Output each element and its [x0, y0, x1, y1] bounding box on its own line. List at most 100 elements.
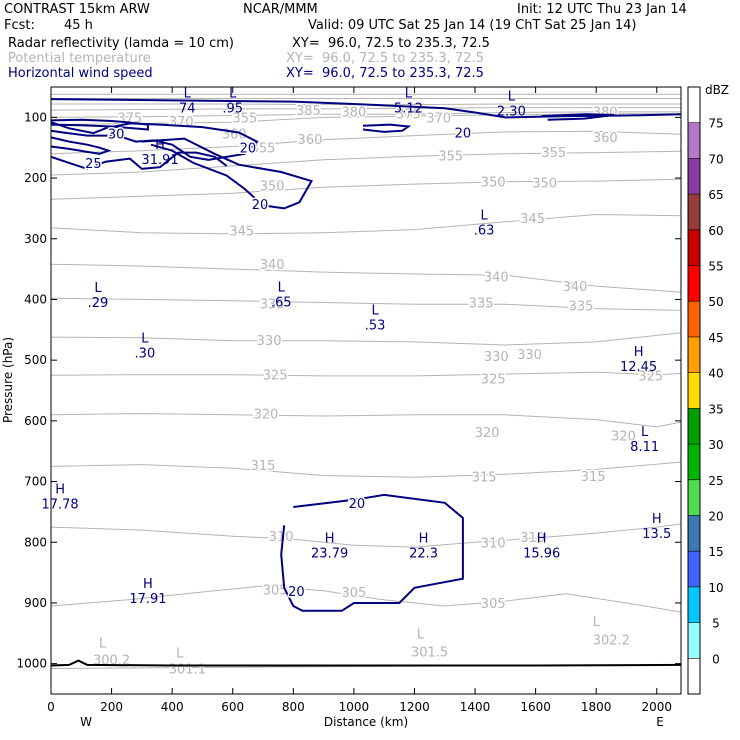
- colorbar-swatch: [688, 122, 700, 159]
- theta-label: 360: [298, 133, 323, 148]
- colorbar-level-label: 15: [708, 545, 723, 559]
- x-tick-label: 2000: [641, 700, 672, 714]
- theta-label: 370: [169, 115, 194, 130]
- field-theta-name: Potential temperature: [8, 51, 151, 66]
- wind-extremum-value: .53: [365, 319, 386, 334]
- theta-label: 310: [269, 530, 294, 545]
- wind-extremum-value: 74: [179, 101, 196, 116]
- theta-label: 345: [229, 224, 254, 239]
- theta-label: 302.2: [593, 633, 630, 648]
- wind-extremum-marker: H: [537, 531, 547, 546]
- theta-extremum-marker: L: [593, 615, 601, 630]
- theta-label: 340: [563, 280, 588, 295]
- colorbar-swatch: [688, 408, 700, 445]
- theta-label: 315: [472, 471, 497, 486]
- theta-contour-360: [50, 130, 682, 155]
- colorbar-level-label: 35: [708, 402, 723, 416]
- wind-contour-20: [280, 493, 464, 612]
- field-wind-xy: XY= 96.0, 72.5 to 235.3, 72.5: [286, 66, 484, 81]
- theta-label: 355: [541, 146, 566, 161]
- colorbar-level-label: 70: [708, 152, 723, 166]
- theta-contour-315: [50, 461, 682, 478]
- theta-label: 350: [532, 176, 557, 191]
- east-endpoint-label: E: [656, 715, 664, 729]
- theta-contour-325: [50, 371, 682, 377]
- theta-label: 325: [481, 372, 506, 387]
- theta-label: 330: [517, 348, 542, 363]
- y-tick-label: 800: [24, 535, 47, 549]
- x-axis-title: Distance (km): [324, 715, 408, 729]
- theta-contour-350: [50, 178, 682, 200]
- x-tick-label: 600: [221, 700, 244, 714]
- wind-extremum-marker: H: [419, 531, 429, 546]
- theta-label: 320: [611, 429, 636, 444]
- colorbar-swatch: [688, 372, 700, 409]
- y-tick-label: 300: [24, 232, 47, 246]
- theta-label: 370: [426, 111, 451, 126]
- theta-label: 305: [263, 584, 288, 599]
- colorbar-swatch: [688, 515, 700, 552]
- theta-label: 350: [481, 176, 506, 191]
- colorbar-unit: dBZ: [705, 83, 729, 97]
- colorbar-level-label: 25: [708, 474, 723, 488]
- theta-contour-355: [50, 150, 682, 176]
- theta-label: 380: [341, 105, 366, 120]
- wind-extremum-marker: L: [405, 86, 413, 101]
- theta-label: 350: [260, 179, 285, 194]
- wind-extremum-marker: L: [508, 89, 516, 104]
- y-tick-label: 500: [24, 353, 47, 367]
- wind-contour-label: 20: [240, 142, 257, 157]
- wind-extremum-marker: L: [481, 208, 489, 223]
- wind-extremum-value: 8.11: [630, 440, 659, 455]
- wind-extremum-value: .30: [135, 347, 156, 362]
- y-tick-label: 900: [24, 596, 47, 610]
- wind-extremum-marker: H: [55, 483, 65, 498]
- wind-extremum-marker: L: [184, 86, 192, 101]
- wind-extremum-value: 17.91: [129, 592, 166, 607]
- theta-label: 310: [481, 536, 506, 551]
- wind-contour-30: [50, 136, 112, 155]
- wind-extremum-value: .29: [88, 296, 109, 311]
- theta-contour-345: [50, 213, 682, 235]
- colorbar-swatch: [688, 265, 700, 302]
- forecast-hour: 45 h: [64, 18, 93, 33]
- y-tick-label: 400: [24, 292, 47, 306]
- theta-label: 375: [396, 108, 421, 123]
- theta-label: 325: [638, 369, 663, 384]
- theta-extremum-marker: L: [176, 647, 184, 662]
- colorbar-swatch: [688, 586, 700, 623]
- wind-contour-20: [50, 121, 259, 161]
- wind-contour-label: 30: [108, 128, 125, 143]
- wind-extremum-value: 23.79: [311, 546, 348, 561]
- x-tick-label: 1200: [399, 700, 430, 714]
- forecast-label: Fcst:: [4, 18, 35, 33]
- theta-label: 325: [263, 369, 288, 384]
- colorbar-level-label: 20: [708, 509, 723, 523]
- theta-contour-380: [50, 107, 681, 111]
- wind-extremum-marker: L: [229, 86, 237, 101]
- theta-label: 330: [257, 334, 282, 349]
- colorbar: 0 5 10 15 20 25 30 35 40 45 50 55 60 65 70 75: [687, 86, 724, 695]
- wind-contour-label: 20: [349, 497, 366, 512]
- field-reflectivity-name: Radar reflectivity (lamda = 10 cm): [8, 36, 234, 51]
- wind-extremum-marker: L: [641, 425, 649, 440]
- wind-extremum-marker: L: [371, 304, 379, 319]
- y-tick-label: 200: [24, 171, 47, 185]
- theta-contour-310: [50, 523, 682, 548]
- x-tick-label: 0: [47, 700, 55, 714]
- colorbar-level-label: 65: [708, 188, 723, 202]
- valid-time: Valid: 09 UTC Sat 25 Jan 14 (19 ChT Sat …: [308, 18, 637, 33]
- theta-contour-375: [50, 111, 681, 118]
- theta-label: 301.5: [411, 646, 448, 661]
- colorbar-swatch: [688, 479, 700, 516]
- wind-extremum-marker: H: [652, 512, 662, 527]
- wind-contour-30: [50, 118, 149, 131]
- wind-contour-label: 20: [252, 198, 269, 213]
- terrain-surface: [50, 659, 682, 667]
- wind-extremum-marker: L: [278, 281, 286, 296]
- wind-extremum-value: .65: [271, 296, 292, 311]
- theta-label: 305: [481, 597, 506, 612]
- colorbar-swatch: [688, 301, 700, 337]
- colorbar-swatch: [688, 158, 700, 195]
